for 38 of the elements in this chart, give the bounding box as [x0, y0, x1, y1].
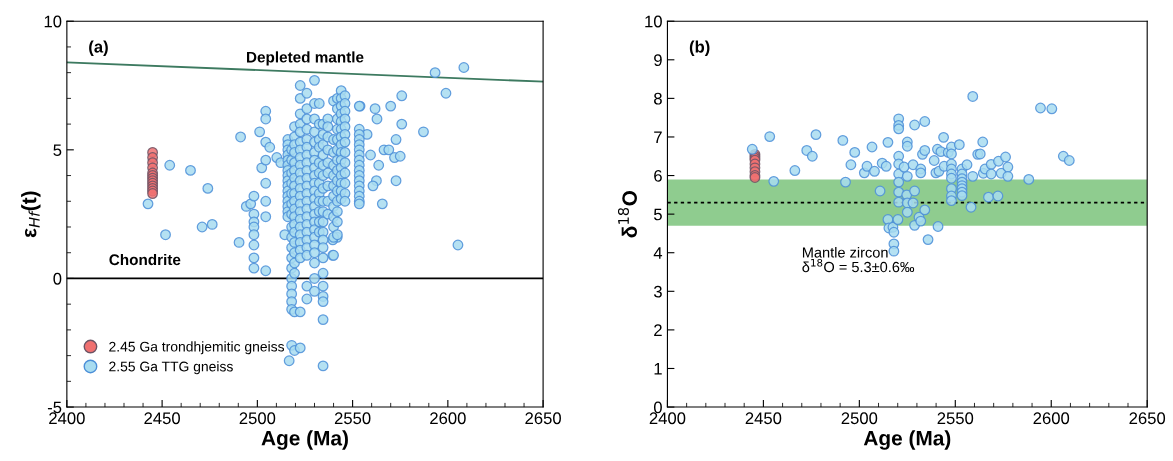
y-tick-label: 3	[653, 285, 662, 298]
y-tick-label: 1	[654, 363, 662, 375]
x-tick-label: 2400	[649, 412, 686, 425]
x-tick-label: 2500	[239, 412, 276, 425]
y-tick-label: 5	[53, 144, 62, 157]
y-tick-label: 9	[654, 54, 662, 66]
x-axis-title: Age (Ma)	[863, 430, 951, 450]
y-tick-label: 0	[653, 401, 662, 414]
y-tick-label: 4	[653, 247, 663, 259]
y-tick-label: 10	[645, 15, 662, 28]
y-tick-label: 2	[654, 324, 662, 336]
x-tick-label: 2450	[745, 412, 782, 425]
band-label: Mantle zircon δ$^{18}$O = 5.3±0.6‰	[802, 246, 915, 273]
annotation: (b)	[689, 40, 710, 56]
y-tick-label: 7	[654, 131, 662, 143]
x-tick-label: 2550	[334, 412, 371, 425]
y-tick-label: -5	[47, 401, 62, 414]
annotation: (a)	[89, 40, 108, 56]
y-tick-label: 10	[44, 15, 62, 28]
y-axis-title: ε$_{Hf}$(t)	[21, 191, 41, 238]
y-tick-label: 8	[654, 92, 662, 105]
legend-label: 2.45 Ga trondhjemitic gneiss	[109, 341, 285, 355]
y-tick-label: 5	[653, 208, 662, 221]
y-tick-label: 0	[53, 272, 62, 285]
y-axis-title: δ$^{18}$O	[617, 191, 637, 238]
y-tick-label: 6	[654, 169, 662, 182]
x-tick-label: 2450	[144, 412, 180, 425]
x-tick-label: 2650	[1129, 412, 1166, 425]
series-label: Depleted mantle	[247, 51, 364, 66]
x-tick-label: 2600	[430, 412, 466, 425]
x-tick-label: 2650	[525, 412, 561, 425]
x-axis-title: Age (Ma)	[261, 430, 348, 450]
x-tick-label: 2500	[841, 412, 878, 425]
ref-line-label: Chondrite	[109, 253, 181, 266]
x-tick-label: 2600	[1033, 412, 1070, 425]
legend-label: 2.55 Ga TTG gneiss	[109, 361, 233, 375]
x-tick-label: 2400	[49, 412, 85, 425]
x-tick-label: 2550	[937, 412, 974, 425]
